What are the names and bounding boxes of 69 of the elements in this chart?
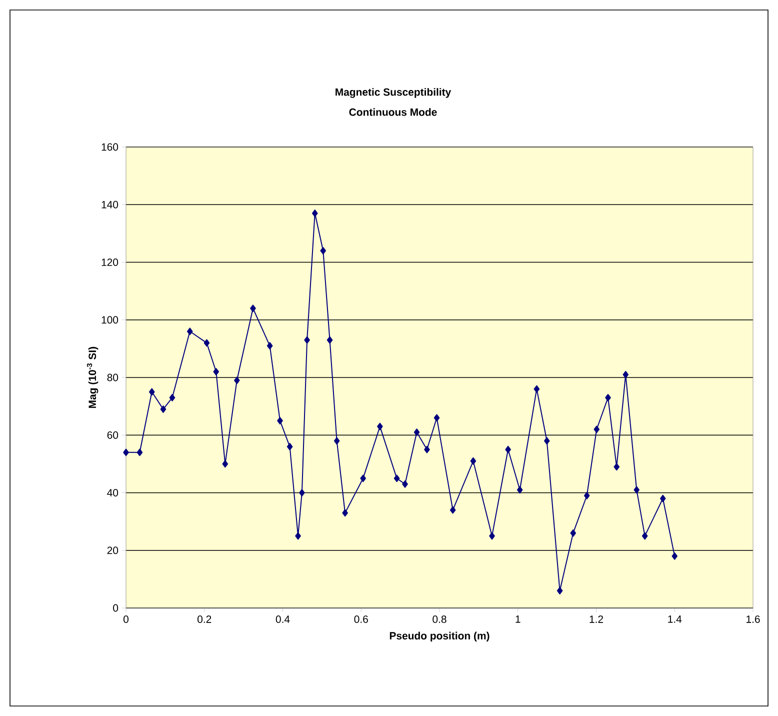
x-tick-label: 1 [516, 616, 520, 623]
point [342, 509, 348, 517]
point [605, 394, 611, 402]
point [642, 532, 648, 540]
point [434, 414, 440, 422]
point [334, 437, 340, 445]
point [402, 480, 408, 488]
point [213, 368, 220, 376]
point [250, 304, 256, 312]
point [312, 210, 318, 217]
point [594, 426, 600, 434]
point [556, 587, 563, 594]
point [148, 388, 155, 396]
point [286, 442, 293, 450]
point [505, 446, 511, 454]
x-tick-label: 1.4 [668, 616, 682, 623]
x-tick-label: 0.8 [432, 616, 446, 623]
x-tick-label: 1.2 [590, 616, 603, 623]
point [414, 428, 420, 436]
y-tick-label: 120 [102, 258, 118, 266]
point [320, 247, 326, 254]
x-tick-label: 1.6 [746, 616, 760, 623]
y-tick-label: 100 [102, 316, 118, 324]
y-tick-label: 140 [102, 200, 118, 208]
point [186, 328, 193, 336]
point [634, 486, 640, 494]
point [544, 437, 550, 445]
point [672, 552, 678, 560]
point [204, 339, 210, 347]
point [234, 376, 240, 384]
point [570, 529, 576, 537]
point [169, 394, 176, 402]
point [584, 492, 590, 500]
y-tick-label: 0 [113, 604, 118, 612]
point [424, 446, 430, 454]
point [516, 486, 523, 494]
x-axis-title: Pseudo position (m) [390, 632, 490, 642]
point [360, 474, 366, 482]
point [295, 532, 301, 540]
x-tick-label: 0.2 [198, 616, 212, 623]
point [299, 489, 305, 496]
point [326, 336, 333, 344]
y-tick-label: 20 [107, 546, 118, 554]
point [470, 457, 476, 465]
x-tick-label: 0.4 [276, 616, 290, 623]
point [534, 385, 540, 393]
point [304, 336, 310, 344]
y-axis-title: Mag (10$^{-3}$ SI) [86, 346, 98, 408]
point [622, 370, 629, 378]
point [377, 422, 383, 430]
point [277, 417, 283, 424]
y-tick-label: 40 [107, 489, 118, 496]
y-tick-label: 160 [102, 143, 118, 151]
point [123, 448, 129, 456]
x-tick-label: 0 [124, 616, 128, 623]
point [394, 474, 400, 482]
x-tick-label: 0.6 [354, 616, 368, 623]
y-tick-label: 80 [107, 374, 118, 382]
point [660, 494, 666, 502]
point [222, 460, 228, 468]
point [450, 506, 456, 514]
chart-subtitle: Continuous Mode [349, 108, 437, 116]
point [160, 405, 166, 413]
point [136, 448, 143, 456]
point [614, 463, 620, 471]
point [489, 532, 495, 540]
point [266, 342, 273, 350]
chart-title: Magnetic Susceptibility [336, 88, 452, 98]
y-tick-label: 60 [107, 431, 118, 439]
